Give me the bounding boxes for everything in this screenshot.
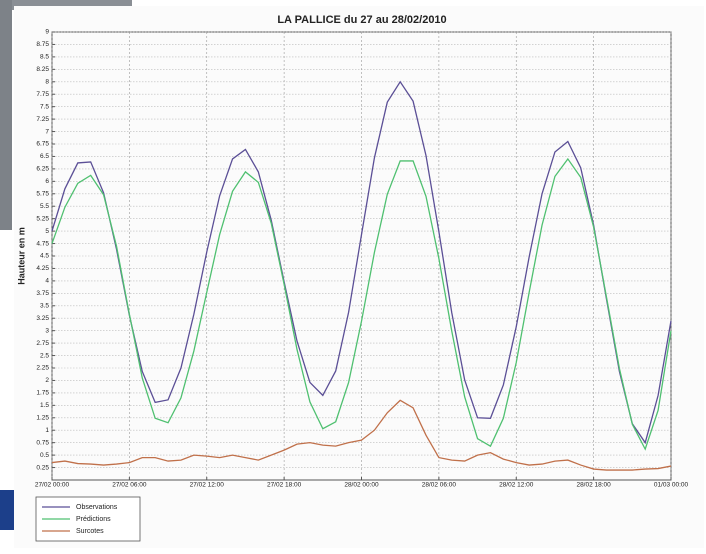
x-tick-label: 27/02 00:00	[35, 482, 70, 489]
y-tick-label: 2.25	[36, 365, 49, 372]
y-tick-label: 8.25	[36, 66, 49, 73]
chart-panel	[14, 6, 704, 548]
y-tick-label: 3	[45, 327, 49, 334]
x-tick-label: 27/02 18:00	[267, 482, 302, 489]
y-tick-label: 8	[45, 78, 49, 85]
y-tick-label: 4.5	[40, 253, 49, 260]
legend-label: Prédictions	[76, 516, 111, 523]
y-tick-label: 0.25	[36, 464, 49, 471]
y-tick-label: 1.75	[36, 390, 49, 397]
x-tick-label: 28/02 06:00	[422, 482, 457, 489]
y-tick-label: 0.75	[36, 439, 49, 446]
legend-label: Observations	[76, 504, 118, 511]
y-tick-label: 1.25	[36, 414, 49, 421]
y-tick-label: 6	[45, 178, 49, 185]
chart: LA PALLICE du 27 au 28/02/2010 Hauteur e…	[0, 0, 706, 549]
y-tick-label: 3.75	[36, 290, 49, 297]
y-tick-label: 7.5	[40, 103, 49, 110]
y-axis-label: Hauteur en m	[16, 227, 26, 285]
y-tick-label: 3.5	[40, 302, 49, 309]
y-tick-label: 4	[45, 278, 49, 285]
x-tick-label: 28/02 00:00	[344, 482, 379, 489]
chart-title: LA PALLICE du 27 au 28/02/2010	[277, 14, 446, 26]
y-tick-label: 7.25	[36, 116, 49, 123]
y-tick-label: 5	[45, 228, 49, 235]
y-tick-label: 5.75	[36, 190, 49, 197]
y-tick-label: 4.75	[36, 240, 49, 247]
y-tick-label: 1.5	[40, 402, 49, 409]
y-tick-label: 7	[45, 128, 49, 135]
logo-fragment	[0, 490, 14, 530]
y-tick-label: 6.5	[40, 153, 49, 160]
photo-fragment	[0, 0, 12, 230]
y-tick-label: 9	[45, 29, 49, 36]
y-tick-label: 6.75	[36, 141, 49, 148]
y-tick-label: 8.5	[40, 54, 49, 61]
x-tick-label: 01/03 00:00	[654, 482, 689, 489]
x-tick-label: 27/02 12:00	[190, 482, 225, 489]
x-tick-label: 27/02 06:00	[112, 482, 147, 489]
x-tick-label: 28/02 12:00	[499, 482, 534, 489]
y-tick-label: 6.25	[36, 166, 49, 173]
y-tick-label: 0.5	[40, 452, 49, 459]
y-tick-label: 5.25	[36, 215, 49, 222]
x-tick-label: 28/02 18:00	[576, 482, 611, 489]
y-tick-label: 2.5	[40, 352, 49, 359]
y-tick-label: 8.75	[36, 41, 49, 48]
y-tick-label: 7.75	[36, 91, 49, 98]
y-tick-label: 1	[45, 427, 49, 434]
y-tick-label: 2.75	[36, 340, 49, 347]
y-tick-label: 2	[45, 377, 49, 384]
legend-label: Surcotes	[76, 528, 104, 535]
y-tick-label: 4.25	[36, 265, 49, 272]
y-tick-label: 3.25	[36, 315, 49, 322]
y-tick-label: 5.5	[40, 203, 49, 210]
